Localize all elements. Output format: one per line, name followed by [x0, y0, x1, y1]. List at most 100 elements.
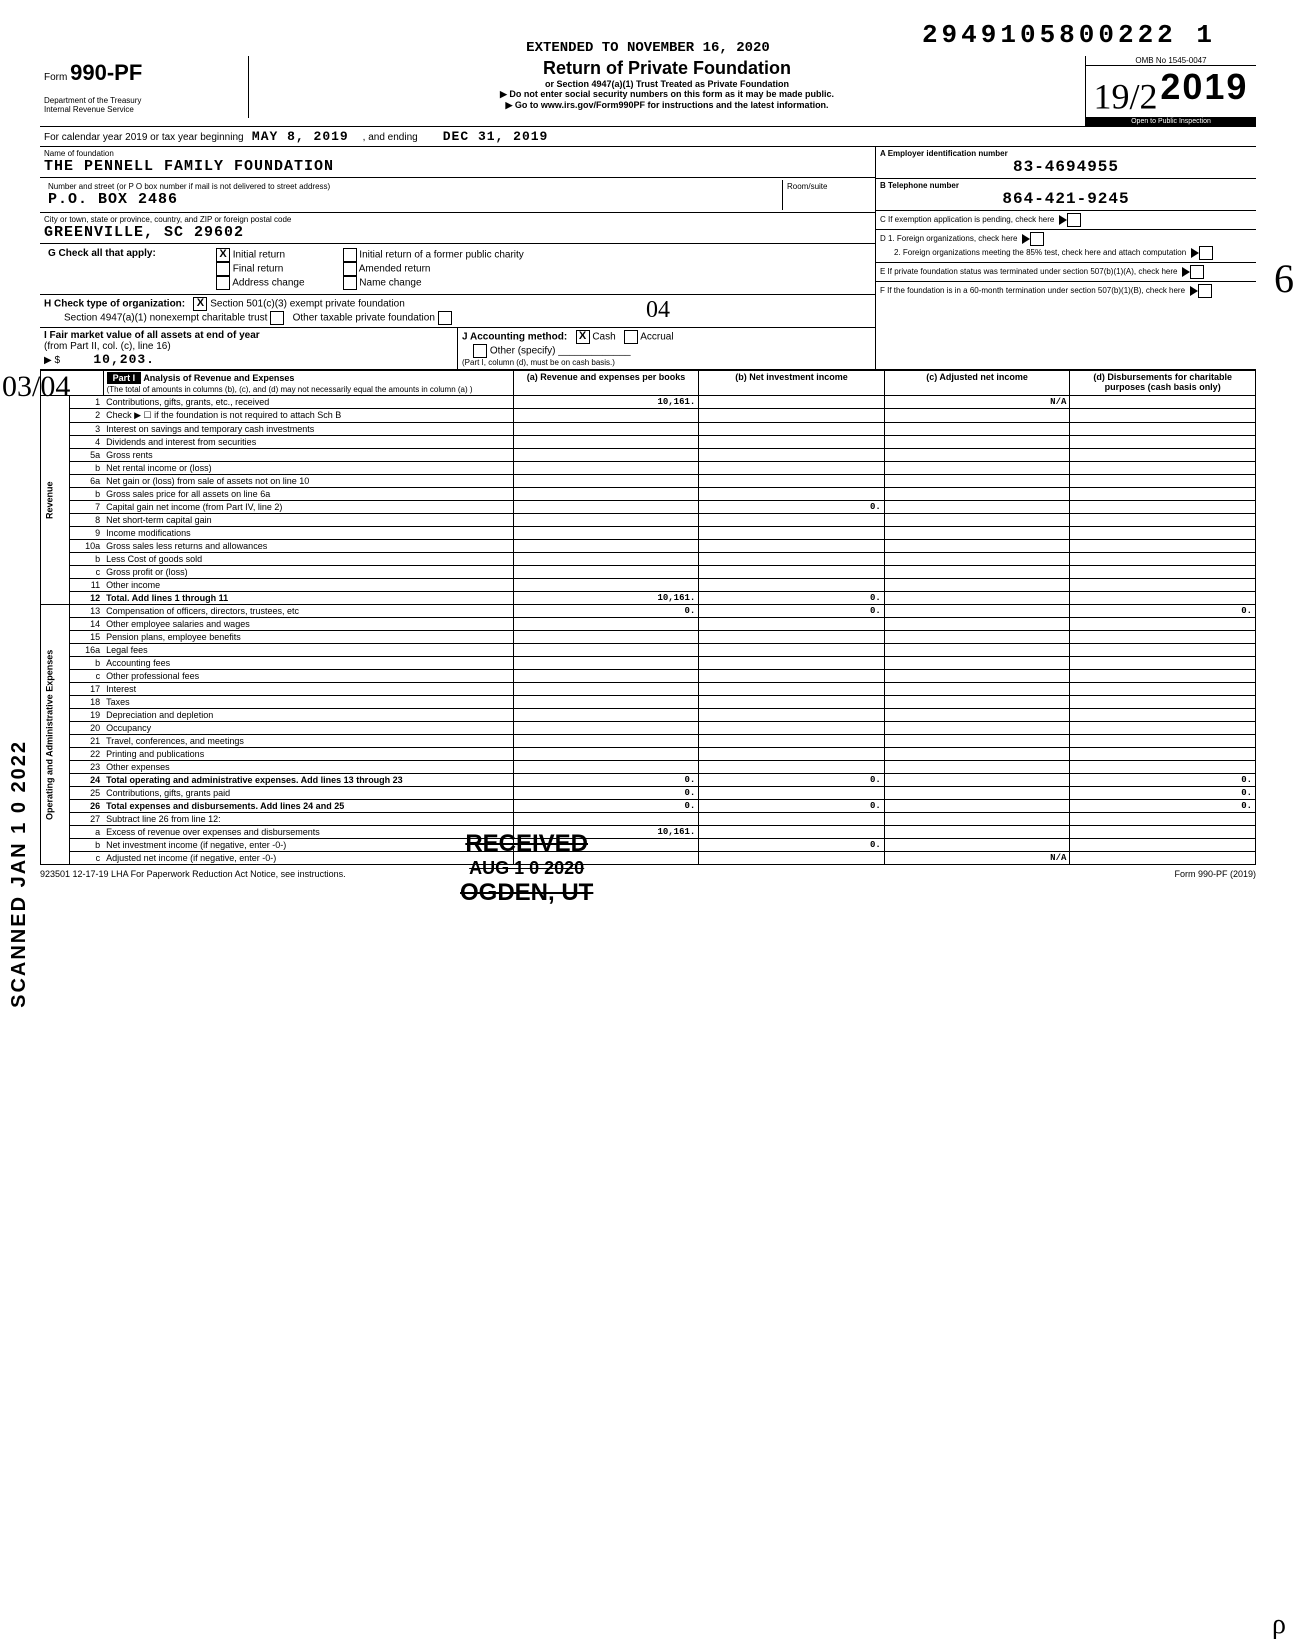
amount-cell: [1070, 462, 1256, 475]
revenue-side-label: Revenue: [41, 396, 70, 605]
initial-return-checkbox[interactable]: X: [216, 248, 230, 262]
d1-checkbox[interactable]: [1030, 232, 1044, 246]
amount-cell: 0.: [699, 800, 885, 813]
amount-cell: [884, 826, 1070, 839]
accrual-checkbox[interactable]: [624, 330, 638, 344]
table-row: 8Net short-term capital gain: [41, 514, 1256, 527]
amount-cell: 0.: [699, 501, 885, 514]
row-description: Other professional fees: [103, 670, 513, 683]
amount-cell: [699, 553, 885, 566]
amount-cell: [1070, 436, 1256, 449]
row-description: Other income: [103, 579, 513, 592]
table-row: 21Travel, conferences, and meetings: [41, 735, 1256, 748]
g-opt2: Address change: [232, 278, 304, 289]
row-description: Interest on savings and temporary cash i…: [103, 423, 513, 436]
row-number: 26: [69, 800, 103, 813]
address-change-checkbox[interactable]: [216, 276, 230, 290]
c-checkbox[interactable]: [1067, 213, 1081, 227]
amount-cell: [884, 761, 1070, 774]
amount-cell: [1070, 761, 1256, 774]
row-number: 15: [69, 631, 103, 644]
final-return-checkbox[interactable]: [216, 262, 230, 276]
amount-cell: [513, 409, 699, 423]
amount-cell: [1070, 722, 1256, 735]
d2-checkbox[interactable]: [1199, 246, 1213, 260]
amount-cell: [513, 683, 699, 696]
phone-value: 864-421-9245: [880, 190, 1252, 208]
row-description: Depreciation and depletion: [103, 709, 513, 722]
amount-cell: [884, 409, 1070, 423]
amended-return-checkbox[interactable]: [343, 262, 357, 276]
table-row: cOther professional fees: [41, 670, 1256, 683]
501c3-checkbox[interactable]: X: [193, 297, 207, 311]
row-number: c: [69, 670, 103, 683]
amount-cell: [1070, 514, 1256, 527]
row-description: Legal fees: [103, 644, 513, 657]
row-description: Check ▶ ☐ if the foundation is not requi…: [103, 409, 513, 423]
row-number: 19: [69, 709, 103, 722]
amount-cell: [699, 540, 885, 553]
amount-cell: 10,161.: [513, 396, 699, 409]
amount-cell: [884, 501, 1070, 514]
identity-section: Name of foundation THE PENNELL FAMILY FO…: [40, 147, 1256, 370]
stamp-line3: OGDEN, UT: [460, 879, 593, 907]
amount-cell: [513, 488, 699, 501]
amount-cell: [884, 527, 1070, 540]
footer-right: Form 990-PF (2019): [1174, 869, 1256, 879]
table-row: 14Other employee salaries and wages: [41, 618, 1256, 631]
fmv-value: 10,203.: [93, 352, 155, 367]
row-description: Gross rents: [103, 449, 513, 462]
table-row: 23Other expenses: [41, 761, 1256, 774]
row-number: b: [69, 488, 103, 501]
amount-cell: [884, 722, 1070, 735]
amount-cell: [699, 449, 885, 462]
amount-cell: [884, 839, 1070, 852]
footer-left: 923501 12-17-19 LHA For Paperwork Reduct…: [40, 869, 346, 879]
e-checkbox[interactable]: [1190, 265, 1204, 279]
amount-cell: [884, 423, 1070, 436]
other-method-checkbox[interactable]: [473, 344, 487, 358]
foundation-city: GREENVILLE, SC 29602: [44, 224, 871, 241]
arrow-icon: [1182, 267, 1190, 277]
row-number: 8: [69, 514, 103, 527]
4947a1-checkbox[interactable]: [270, 311, 284, 325]
foundation-name: THE PENNELL FAMILY FOUNDATION: [44, 158, 871, 175]
amount-cell: [1070, 566, 1256, 579]
row-number: 24: [69, 774, 103, 787]
return-subtitle: or Section 4947(a)(1) Trust Treated as P…: [251, 79, 1083, 89]
amount-cell: [699, 566, 885, 579]
amount-cell: [1070, 813, 1256, 826]
other-taxable-checkbox[interactable]: [438, 311, 452, 325]
table-row: 27Subtract line 26 from line 12:: [41, 813, 1256, 826]
extension-text: EXTENDED TO NOVEMBER 16, 2020: [526, 40, 770, 56]
amount-cell: [884, 670, 1070, 683]
name-change-checkbox[interactable]: [343, 276, 357, 290]
former-charity-checkbox[interactable]: [343, 248, 357, 262]
amount-cell: [513, 436, 699, 449]
handwritten-margin-3: 6: [1274, 255, 1294, 302]
row-number: b: [69, 553, 103, 566]
amount-cell: [884, 813, 1070, 826]
table-row: 19Depreciation and depletion: [41, 709, 1256, 722]
row-description: Dividends and interest from securities: [103, 436, 513, 449]
omb-number: OMB No 1545-0047: [1086, 56, 1256, 66]
amount-cell: [699, 409, 885, 423]
col-c-header: (c) Adjusted net income: [884, 371, 1070, 396]
h-opt1: Section 501(c)(3) exempt private foundat…: [210, 299, 405, 310]
h-opt2: Section 4947(a)(1) nonexempt charitable …: [64, 313, 267, 324]
row-description: Pension plans, employee benefits: [103, 631, 513, 644]
d1-label: D 1. Foreign organizations, check here: [880, 234, 1017, 243]
cash-checkbox[interactable]: X: [576, 330, 590, 344]
row-description: Other employee salaries and wages: [103, 618, 513, 631]
j-other: Other (specify): [490, 346, 556, 357]
expense-side-label: Operating and Administrative Expenses: [41, 605, 70, 865]
table-row: 22Printing and publications: [41, 748, 1256, 761]
amount-cell: [699, 722, 885, 735]
amount-cell: [699, 488, 885, 501]
f-checkbox[interactable]: [1198, 284, 1212, 298]
amount-cell: 0.: [513, 800, 699, 813]
amount-cell: [884, 566, 1070, 579]
amount-cell: [884, 579, 1070, 592]
row-description: Capital gain net income (from Part IV, l…: [103, 501, 513, 514]
row-number: 10a: [69, 540, 103, 553]
